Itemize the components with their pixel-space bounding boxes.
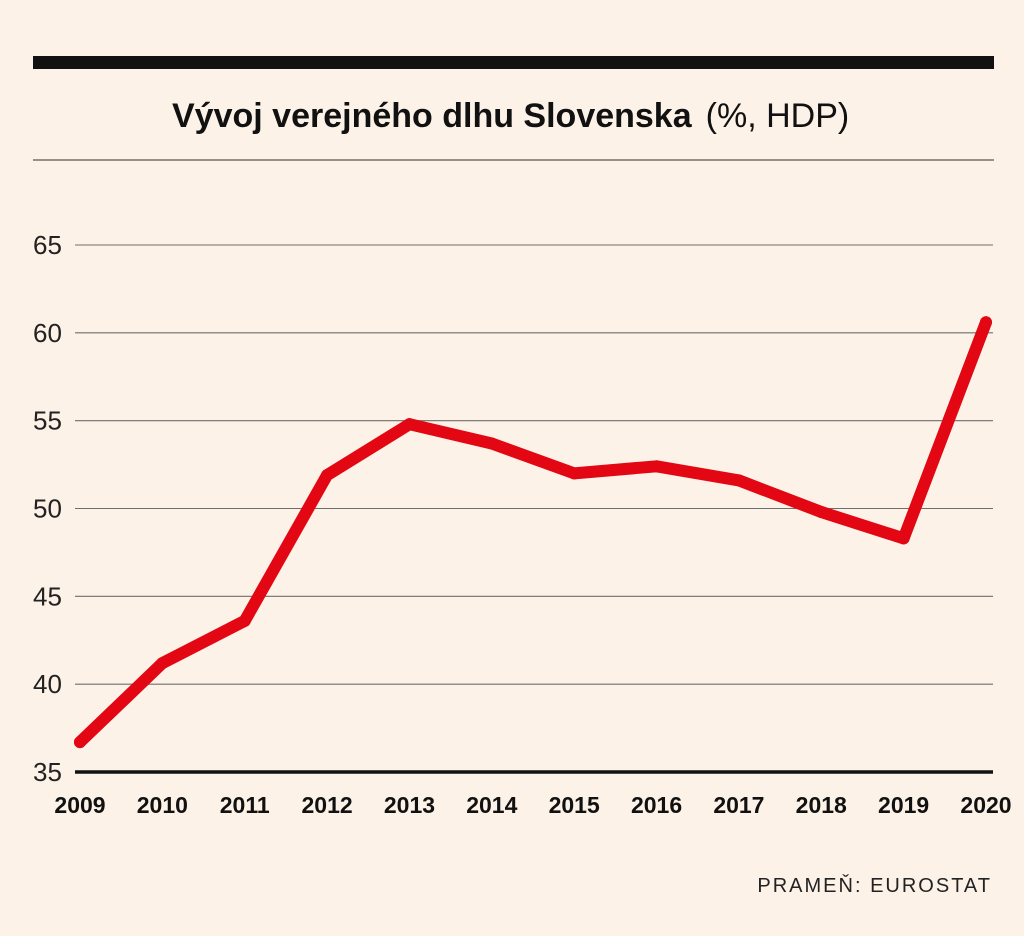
x-tick-label: 2018 (796, 792, 847, 818)
x-tick-label: 2010 (137, 792, 188, 818)
top-bar (33, 56, 994, 69)
x-tick-label: 2019 (878, 792, 929, 818)
x-axis-ticks: 2009 2010 2011 2012 2013 2014 2015 2016 2017 2018… (54, 792, 1011, 818)
data-point (732, 474, 745, 487)
data-point (568, 467, 581, 480)
data-point (650, 460, 663, 473)
y-tick-label: 35 (33, 757, 62, 787)
x-tick-label: 2014 (466, 792, 517, 818)
x-tick-label: 2015 (549, 792, 600, 818)
x-tick-label: 2011 (220, 792, 270, 818)
x-tick-label: 2017 (713, 792, 764, 818)
source-note: PRAMEŇ: EUROSTAT (757, 874, 992, 897)
x-tick-label: 2016 (631, 792, 682, 818)
series-line (74, 316, 992, 749)
data-point (815, 506, 828, 519)
data-point (321, 469, 334, 482)
data-point (238, 614, 251, 627)
x-tick-label: 2009 (54, 792, 105, 818)
data-point (403, 418, 416, 431)
y-tick-label: 45 (33, 581, 62, 611)
data-point (980, 316, 992, 329)
x-tick-label: 2013 (384, 792, 435, 818)
y-tick-label: 40 (33, 669, 62, 699)
x-tick-label: 2020 (960, 792, 1011, 818)
gridlines (75, 244, 993, 774)
chart-title: Vývoj verejného dlhu Slovenska (%, HDP) (172, 97, 849, 135)
series (74, 316, 992, 749)
x-tick-label: 2012 (302, 792, 353, 818)
y-tick-label: 65 (33, 230, 62, 260)
chart-title-main: Vývoj verejného dlhu Slovenska (172, 97, 693, 135)
y-tick-label: 60 (33, 318, 62, 348)
y-tick-label: 50 (33, 494, 62, 524)
data-point (897, 532, 910, 545)
data-point (74, 736, 86, 749)
data-point (156, 657, 169, 670)
chart-title-suffix: (%, HDP) (706, 97, 850, 135)
y-axis-ticks: 35 40 45 50 55 60 65 (33, 230, 62, 787)
data-point (485, 437, 498, 450)
y-tick-label: 55 (33, 406, 62, 436)
